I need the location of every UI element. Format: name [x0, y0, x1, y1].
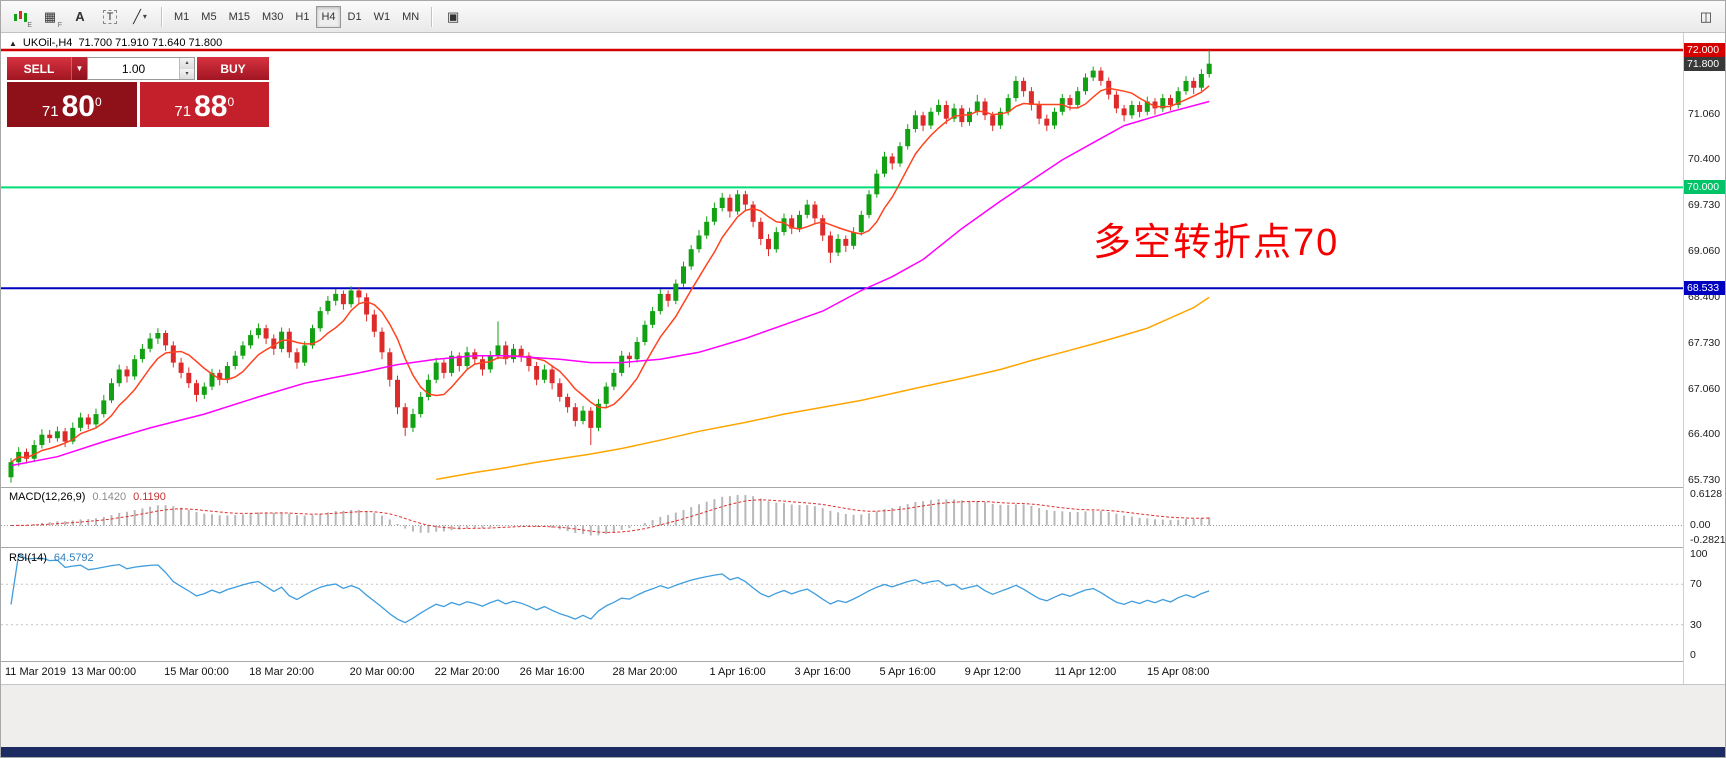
time-label: 15 Apr 08:00	[1147, 666, 1210, 678]
panel-separator[interactable]	[1, 487, 1725, 488]
volume-stepper: ▴ ▾	[179, 58, 194, 79]
chart-symbol-period: UKOil-,H4	[22, 37, 73, 49]
volume-box: ▴ ▾	[87, 57, 195, 80]
one-click-trade-panel: SELL ▼ ▴ ▾ BUY 71 80 0 71 88 0	[7, 57, 269, 127]
price-axis[interactable]: 71.73071.06070.40069.73069.06068.40067.7…	[1683, 33, 1726, 684]
chart-annotation-text: 多空转折点70	[1093, 222, 1340, 264]
price-tick: 69.060	[1688, 245, 1721, 258]
time-label: 18 Mar 20:00	[249, 666, 314, 678]
time-label: 11 Apr 12:00	[1054, 666, 1117, 678]
buy-button[interactable]: BUY	[197, 57, 269, 80]
toolbar-separator	[431, 6, 433, 27]
timeframe-button-m5[interactable]: M5	[196, 6, 221, 28]
time-label: 3 Apr 16:00	[794, 666, 851, 678]
timeframe-button-m1[interactable]: M1	[169, 6, 194, 28]
chevron-down-icon: ▾	[142, 12, 147, 21]
timeframe-button-h1[interactable]: H1	[290, 6, 314, 28]
rsi-label: RSI(14) 64.5792	[9, 552, 94, 564]
timeframe-button-mn[interactable]: MN	[397, 6, 424, 28]
time-axis[interactable]: 11 Mar 2019 13 Mar 00:00 15 Mar 00:00 18 Ma…	[1, 662, 1683, 684]
timeframe-button-group: M1 M5 M15 M30 H1 H4 D1 W1 MN	[169, 5, 424, 28]
chart-header: ▲ UKOil-,H4 71.700 71.910 71.640 71.800	[9, 37, 222, 49]
time-label: 28 Mar 20:00	[612, 666, 678, 678]
sell-button[interactable]: SELL	[7, 57, 71, 80]
price-tick: 67.060	[1688, 382, 1721, 395]
price-line-label: 70.000	[1684, 180, 1725, 195]
icon-sub-label: E	[27, 21, 32, 29]
time-label: 9 Apr 12:00	[964, 666, 1021, 678]
label-tool-icon[interactable]: T	[96, 4, 124, 30]
sell-options-caret-icon[interactable]: ▼	[71, 57, 87, 80]
macd-axis-label: 0.6128	[1690, 488, 1723, 500]
time-label: 13 Mar 00:00	[71, 666, 137, 678]
buy-price-pips: 88	[194, 90, 228, 123]
draw-tools-icon[interactable]: ╱ ▾	[133, 8, 147, 24]
time-label: 26 Mar 16:00	[519, 666, 585, 678]
chart-ohlc-values: 71.700 71.910 71.640 71.800	[78, 37, 223, 49]
price-tick: 70.400	[1688, 153, 1721, 166]
macd-axis-label: 0.00	[1690, 519, 1711, 532]
price-line-label: 72.000	[1684, 43, 1725, 57]
price-tick: 71.060	[1688, 108, 1721, 121]
timeframe-button-w1[interactable]: W1	[369, 6, 396, 28]
buy-price-handle: 71	[174, 103, 192, 120]
sell-price-point: 0	[94, 95, 102, 109]
footer-area	[1, 684, 1725, 748]
rsi-axis-label: 0	[1690, 649, 1696, 661]
main-candlestick-chart[interactable]	[1, 33, 1683, 487]
panel-separator[interactable]	[1, 661, 1725, 662]
current-price-label: 71.800	[1684, 56, 1725, 71]
volume-up-icon[interactable]: ▴	[180, 58, 194, 69]
price-line-label: 68.533	[1684, 281, 1725, 296]
macd-axis-label: -0.2821	[1690, 534, 1726, 546]
macd-main-value: 0.1420	[92, 491, 127, 503]
time-label: 15 Mar 00:00	[164, 666, 229, 678]
rsi-axis-label: 30	[1690, 618, 1702, 631]
timeframe-button-m30[interactable]: M30	[257, 6, 288, 28]
timeframe-button-d1[interactable]: D1	[343, 6, 367, 28]
price-tick: 65.730	[1688, 474, 1721, 487]
rsi-indicator-chart[interactable]	[1, 548, 1683, 661]
toolbar-separator	[161, 6, 162, 27]
dock-panel-icon[interactable]: ◫	[1699, 8, 1713, 24]
mini-candles-icon	[13, 11, 27, 22]
grid-icon[interactable]: ▦ F	[43, 8, 62, 29]
price-tick: 67.730	[1688, 336, 1721, 349]
volume-down-icon[interactable]: ▾	[180, 68, 194, 79]
time-label: 5 Apr 16:00	[879, 666, 936, 678]
buy-price-tile[interactable]: 71 88 0	[139, 82, 269, 127]
buy-price-point: 0	[227, 95, 235, 109]
rsi-axis-label: 70	[1690, 578, 1702, 591]
sell-price-handle: 71	[41, 103, 59, 120]
macd-indicator-chart[interactable]	[1, 488, 1683, 547]
price-tick: 66.400	[1688, 428, 1721, 441]
text-tool-icon[interactable]: A	[75, 9, 85, 24]
panel-separator[interactable]	[1, 547, 1725, 548]
toolbar: E ▦ F A T ╱ ▾ M1 M5 M15 M30 H1 H4 D1 W1 MN ▣ ◫	[1, 1, 1725, 33]
rsi-value: 64.5792	[53, 552, 94, 564]
macd-signal-value: 0.1190	[133, 491, 166, 503]
rsi-axis-label: 100	[1690, 548, 1708, 560]
windows-icon[interactable]: ▣	[447, 8, 460, 24]
timeframe-button-h4[interactable]: H4	[316, 5, 341, 28]
time-label: 20 Mar 00:00	[349, 666, 415, 678]
time-label: 22 Mar 20:00	[434, 666, 500, 678]
timeframe-button-m15[interactable]: M15	[224, 6, 255, 28]
bottom-bar	[1, 747, 1725, 757]
time-label: 1 Apr 16:00	[709, 666, 766, 678]
macd-label: MACD(12,26,9) 0.1420 0.1190	[9, 491, 166, 503]
sell-price-pips: 80	[61, 90, 95, 123]
volume-input[interactable]	[88, 58, 179, 79]
price-tick: 69.730	[1688, 199, 1721, 212]
chart-type-icon[interactable]: E	[6, 4, 34, 30]
symbol-marker-icon: ▲	[9, 38, 17, 48]
time-label: 11 Mar 2019	[5, 666, 66, 678]
sell-price-tile[interactable]: 71 80 0	[7, 82, 137, 127]
icon-sub-label: F	[57, 21, 62, 29]
